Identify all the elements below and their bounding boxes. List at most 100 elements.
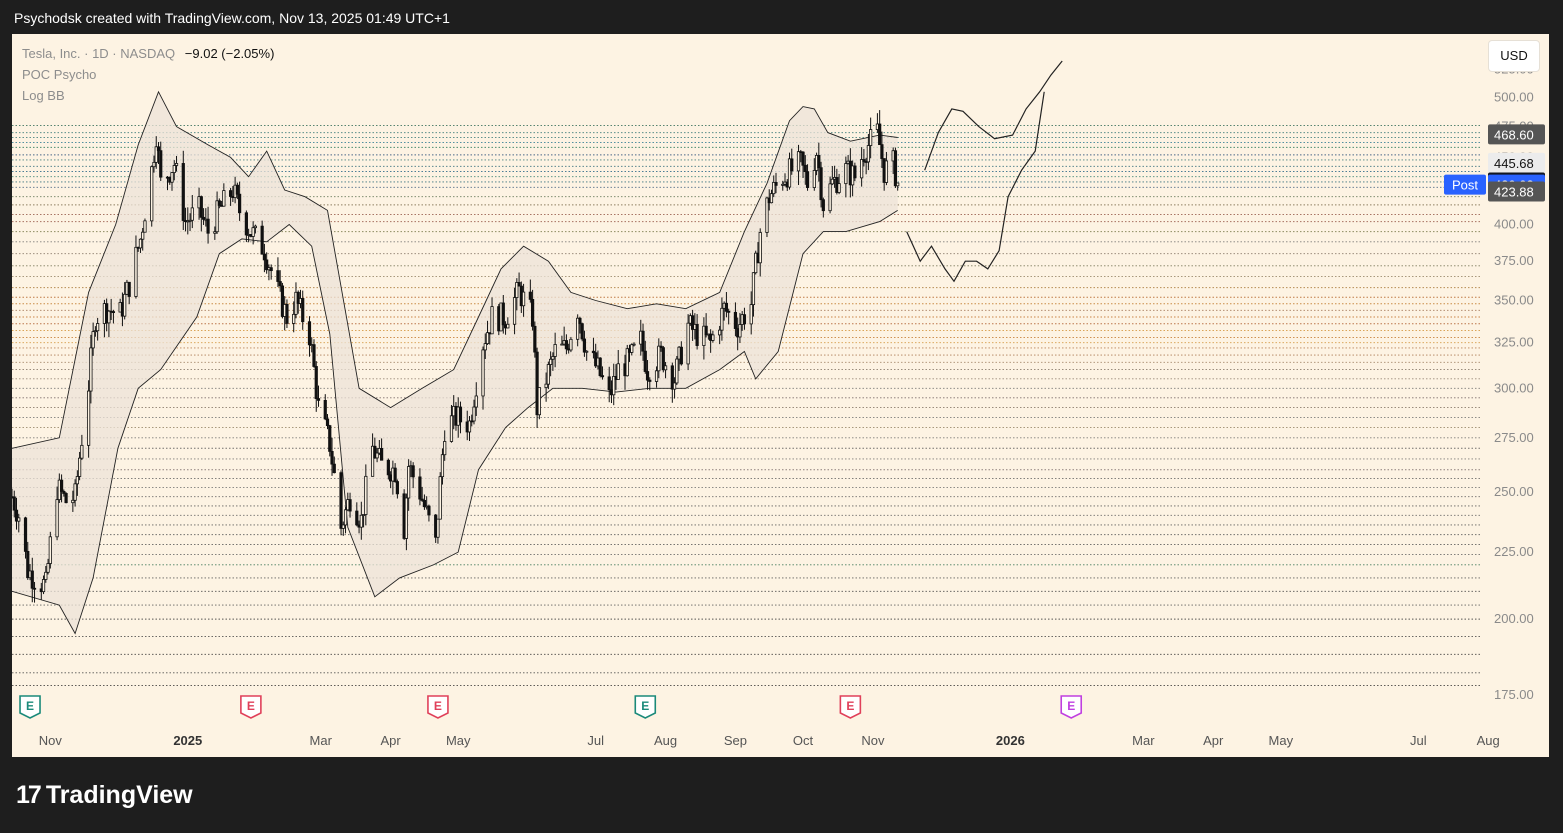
earnings-marker[interactable]: E [634, 695, 657, 719]
candle-body [235, 184, 239, 195]
time-tick-label: 2025 [173, 733, 202, 748]
candle-body [670, 365, 674, 390]
brand-name: TradingView [45, 781, 193, 809]
time-axis: Nov 2025 Mar Apr May Jul Aug Sep Oct Nov 2026 Mar Ap… [39, 733, 1500, 748]
candle-body [330, 450, 334, 465]
candle-body [328, 425, 332, 452]
candle-body [474, 395, 478, 408]
chart-frame[interactable]: 175.00 200.00 225.00 250.00 275.00 300.00 325.… [12, 34, 1549, 757]
candle-body [821, 199, 825, 212]
candle-body [127, 281, 131, 297]
time-tick-label: Mar [310, 733, 333, 748]
candle-body [830, 178, 834, 185]
candle-body [672, 382, 677, 390]
candle-body [325, 418, 330, 427]
candle-body [23, 517, 28, 552]
candles [12, 110, 900, 603]
candle-body [470, 420, 474, 423]
candle-body [339, 472, 343, 529]
candle-body [796, 151, 801, 172]
legend-indicator-poc[interactable]: POC Psycho [22, 67, 97, 82]
candle-body [213, 231, 217, 234]
bollinger-band-fill [12, 91, 898, 634]
candle-body [323, 399, 327, 420]
candle-body [420, 498, 424, 501]
candle-body [533, 325, 537, 353]
candle-body [582, 338, 587, 353]
candle-body [96, 323, 100, 332]
price-tick-label: 350.00 [1494, 292, 1534, 307]
candle-body [738, 324, 742, 338]
candle-body [141, 231, 145, 240]
price-axis: 175.00 200.00 225.00 250.00 275.00 300.00 325.… [1494, 62, 1534, 703]
candle-body [375, 452, 379, 459]
candle-body [869, 129, 873, 146]
candle-body [449, 415, 454, 442]
candle-body [512, 297, 517, 325]
time-tick-label: Nov [39, 733, 63, 748]
currency-button[interactable]: USD [1488, 40, 1540, 72]
earnings-badge-shape [19, 695, 41, 719]
candle-body [332, 463, 336, 474]
price-label-box [1488, 152, 1545, 173]
earnings-marker[interactable]: E [1060, 695, 1083, 719]
candle-body [607, 376, 611, 391]
candle-body [720, 307, 724, 331]
candle-body [467, 420, 472, 433]
candle-body [296, 291, 300, 304]
candle-body [307, 321, 312, 346]
candle-body [41, 579, 46, 593]
time-tick-label: Apr [380, 733, 401, 748]
legend-indicator-logbb[interactable]: Log BB [22, 88, 65, 103]
time-tick-label: Jul [1410, 733, 1427, 748]
candle-body [490, 306, 494, 335]
price-tick-label: 400.00 [1494, 216, 1534, 231]
candle-body [598, 357, 602, 377]
candle-body [285, 304, 289, 324]
candle-body [790, 158, 794, 172]
candle-body [769, 193, 774, 204]
candle-body [64, 493, 68, 504]
candle-body [612, 376, 616, 396]
bollinger-bands [12, 90, 898, 635]
candle-body [472, 406, 476, 422]
legend-symbol[interactable]: Tesla, Inc. · 1D · NASDAQ [22, 46, 176, 61]
candle-body [501, 302, 505, 326]
earnings-marker[interactable]: E [839, 695, 862, 719]
candle-body [600, 375, 605, 378]
candle-body [657, 345, 661, 372]
candle-body [787, 158, 792, 188]
candle-body [278, 281, 282, 287]
candle-body [549, 358, 553, 365]
earnings-marker[interactable]: E [427, 695, 449, 719]
candle-body [123, 293, 127, 317]
candle-body [150, 166, 154, 222]
price-tick-label: 325.00 [1494, 335, 1534, 350]
tradingview-logo[interactable]: 17 TradingView [16, 781, 193, 810]
candle-body [506, 323, 510, 329]
candle-body [880, 144, 884, 159]
candle-body [181, 163, 185, 221]
candle-body [718, 329, 722, 336]
price-label-box [1488, 124, 1545, 145]
candle-body [436, 518, 440, 538]
candle-body [91, 331, 95, 349]
earnings-badge-shape [1060, 695, 1083, 719]
candle-body [14, 509, 19, 522]
candle-body [528, 291, 532, 300]
legend-symbol-row[interactable]: Tesla, Inc. · 1D · NASDAQ −9.02 (−2.05%) [22, 46, 274, 61]
earnings-marker[interactable]: E [19, 695, 41, 719]
earnings-marker[interactable]: E [240, 695, 262, 719]
candle-body [751, 272, 756, 306]
price-chart[interactable]: 175.00 200.00 225.00 250.00 275.00 300.00 325.… [12, 34, 1549, 757]
time-tick-label: Oct [793, 733, 814, 748]
candle-body [781, 183, 785, 186]
candle-body [217, 200, 221, 206]
candle-body [844, 163, 848, 185]
candle-body [143, 220, 147, 233]
candle-body [517, 282, 521, 287]
candle-body [80, 444, 84, 459]
price-tick-label: 200.00 [1494, 611, 1534, 626]
candle-body [853, 165, 857, 179]
